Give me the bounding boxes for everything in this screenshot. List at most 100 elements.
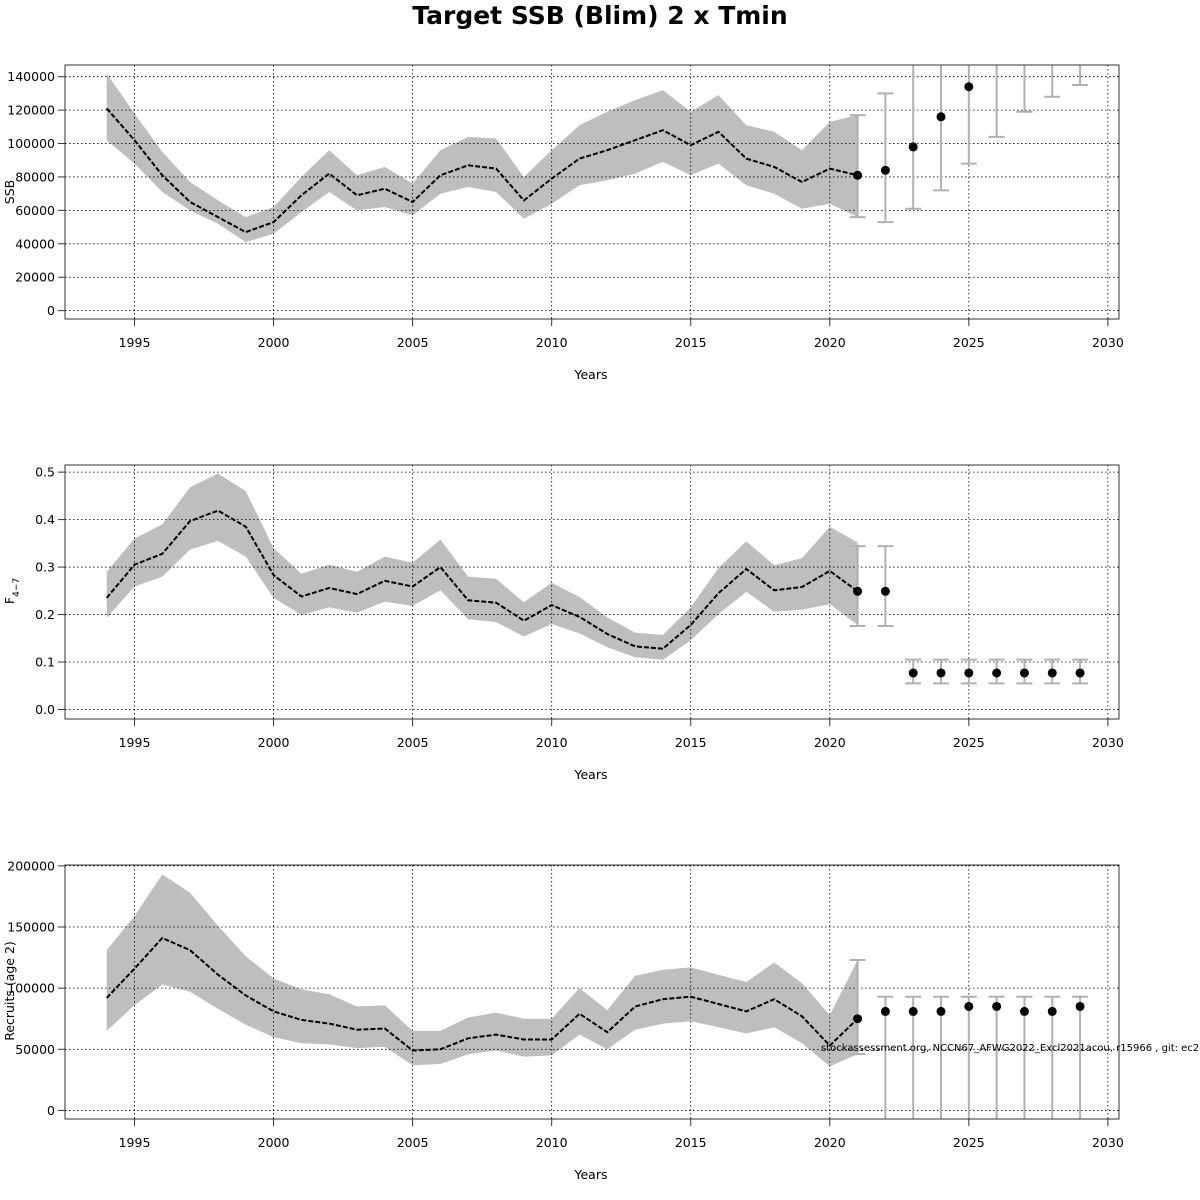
ssb-forecast-point xyxy=(853,170,863,180)
rec-plot-frame xyxy=(64,864,1120,1120)
ssb-forecast-point xyxy=(880,165,890,175)
ssb-y-tick-label: 0 xyxy=(47,303,55,318)
rec-x-tick-label: 2005 xyxy=(397,1135,429,1150)
rec-x-tick-label: 2030 xyxy=(1092,1135,1124,1150)
f-forecast-point xyxy=(880,586,890,596)
f-x-tick-label: 1995 xyxy=(119,735,151,750)
f-x-tick-label: 2025 xyxy=(953,735,985,750)
ssb-axes-layer: 1995 2000 2005 2010 2015 2020 2025 2030 0 20000 40… xyxy=(7,64,1124,350)
f-forecast-point xyxy=(1019,668,1029,678)
rec-forecast-point xyxy=(1075,1001,1085,1011)
f-y-tick-label: 0.3 xyxy=(35,560,55,575)
f-forecast-point xyxy=(908,668,918,678)
rec-x-tick-label: 1995 xyxy=(119,1135,151,1150)
f-y-axis-label: F4−7 xyxy=(2,578,22,604)
rec-forecast-point xyxy=(853,1014,863,1024)
f-y-tick-label: 0.4 xyxy=(35,512,55,527)
f-y-tick-label: 0.1 xyxy=(35,655,55,670)
f-forecast-point xyxy=(853,586,863,596)
f-x-tick-label: 2010 xyxy=(536,735,568,750)
f-estimate-line xyxy=(105,509,859,650)
f-y-tick-label: 0.0 xyxy=(35,702,55,717)
ssb-y-tick-label: 20000 xyxy=(15,270,55,285)
ssb-grid-layer xyxy=(65,65,1119,319)
panel-fishing-mortality: 1995 2000 2005 2010 2015 2020 2025 2030 0.0 0.1 0.… xyxy=(2,464,1124,782)
ssb-y-tick-label: 40000 xyxy=(15,236,55,251)
f-x-tick-label: 2020 xyxy=(814,735,846,750)
rec-forecast-point xyxy=(992,1001,1002,1011)
ssb-x-tick-label: 2000 xyxy=(258,335,290,350)
rec-x-tick-label: 2000 xyxy=(258,1135,290,1150)
f-forecast-point xyxy=(992,668,1002,678)
rec-y-tick-label: 50000 xyxy=(15,1042,55,1057)
rec-x-tick-label: 2020 xyxy=(814,1135,846,1150)
rec-axes-layer: 1995 2000 2005 2010 2015 2020 2025 2030 0 50000 10… xyxy=(7,858,1124,1150)
f-confidence-band xyxy=(106,473,858,660)
ssb-y-tick-label: 140000 xyxy=(7,69,55,84)
rec-forecast-point xyxy=(1019,1006,1029,1016)
ssb-x-tick-label: 2015 xyxy=(675,335,707,350)
ssb-x-axis-label: Years xyxy=(574,367,608,382)
rec-forecast-point xyxy=(964,1001,974,1011)
panel-recruits: 1995 2000 2005 2010 2015 2020 2025 2030 0 50000 10… xyxy=(2,858,1124,1182)
rec-forecast-layer xyxy=(849,959,1089,1119)
f-forecast-point xyxy=(1047,668,1057,678)
ssb-x-tick-label: 2025 xyxy=(953,335,985,350)
rec-y-tick-label: 200000 xyxy=(7,858,55,873)
f-forecast-point xyxy=(1075,668,1085,678)
provenance-stamp: stockassessment.org, NCCN67_AFWG2022_Exc… xyxy=(821,1043,1200,1054)
ssb-estimate-line xyxy=(105,107,858,234)
f-y-tick-label: 0.2 xyxy=(35,607,55,622)
ssb-x-tick-label: 2030 xyxy=(1092,335,1124,350)
f-forecast-point xyxy=(964,668,974,678)
ssb-forecast-point xyxy=(908,142,918,152)
rec-x-axis-label: Years xyxy=(574,1167,608,1182)
rec-x-tick-label: 2015 xyxy=(675,1135,707,1150)
rec-y-axis-label: Recruits (age 2) xyxy=(2,941,17,1041)
rec-x-tick-label: 2010 xyxy=(536,1135,568,1150)
f-x-tick-label: 2000 xyxy=(258,735,290,750)
f-plot-frame xyxy=(64,464,1120,720)
f-axes-layer: 1995 2000 2005 2010 2015 2020 2025 2030 0.0 0.1 0.… xyxy=(35,464,1124,750)
ssb-x-tick-label: 2005 xyxy=(397,335,429,350)
ssb-forecast-point xyxy=(964,82,974,92)
ssb-confidence-band xyxy=(106,73,858,243)
rec-y-tick-label: 0 xyxy=(47,1103,55,1118)
ssb-y-tick-label: 80000 xyxy=(15,169,55,184)
rec-x-tick-label: 2025 xyxy=(953,1135,985,1150)
rec-confidence-band xyxy=(106,874,858,1067)
rec-forecast-point xyxy=(880,1006,890,1016)
f-forecast-point xyxy=(936,668,946,678)
ssb-y-tick-label: 100000 xyxy=(7,136,55,151)
panel-ssb: 1995 2000 2005 2010 2015 2020 2025 2030 0 20000 40… xyxy=(2,64,1124,382)
f-x-tick-label: 2005 xyxy=(397,735,429,750)
f-band-layer xyxy=(106,473,858,660)
f-forecast-layer xyxy=(849,545,1089,685)
figure-title: Target SSB (Blim) 2 x Tmin xyxy=(412,1,787,30)
ssb-x-tick-label: 1995 xyxy=(119,335,151,350)
f-y-tick-label: 0.5 xyxy=(35,465,55,480)
ssb-line-layer xyxy=(105,107,858,234)
rec-forecast-point xyxy=(1047,1006,1057,1016)
rec-y-tick-label: 100000 xyxy=(7,981,55,996)
rec-estimate-line xyxy=(105,936,859,1052)
ssb-forecast-layer xyxy=(849,65,1089,224)
ssb-forecast-point xyxy=(936,112,946,122)
f-x-tick-label: 2030 xyxy=(1092,735,1124,750)
rec-forecast-point xyxy=(936,1006,946,1016)
ssb-x-tick-label: 2010 xyxy=(536,335,568,350)
f-x-axis-label: Years xyxy=(574,767,608,782)
f-line-layer xyxy=(105,509,859,650)
rec-line-layer xyxy=(105,936,859,1052)
rec-forecast-point xyxy=(908,1006,918,1016)
ssb-x-tick-label: 2020 xyxy=(814,335,846,350)
ssb-y-tick-label: 60000 xyxy=(15,203,55,218)
ssb-y-tick-label: 120000 xyxy=(7,103,55,118)
ssb-y-axis-label: SSB xyxy=(2,180,17,204)
rec-y-tick-label: 150000 xyxy=(7,920,55,935)
rec-band-layer xyxy=(106,874,858,1067)
f-x-tick-label: 2015 xyxy=(675,735,707,750)
ssb-plot-frame xyxy=(64,64,1120,320)
ssb-band-layer xyxy=(106,73,858,243)
